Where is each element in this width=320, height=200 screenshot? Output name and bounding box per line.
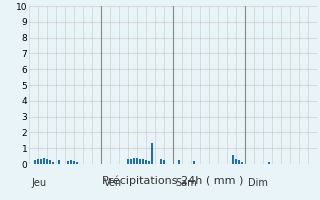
Bar	[141, 159, 144, 164]
Bar	[163, 160, 165, 164]
Bar	[241, 162, 243, 164]
Bar	[43, 158, 45, 164]
Bar	[145, 160, 147, 164]
Bar	[49, 160, 51, 164]
Bar	[136, 158, 138, 164]
Bar	[69, 160, 72, 164]
Bar	[73, 161, 75, 164]
Bar	[67, 161, 69, 164]
Bar	[148, 161, 150, 164]
Bar	[58, 160, 60, 164]
Bar	[139, 159, 141, 164]
Text: Sam: Sam	[176, 178, 197, 188]
Bar	[52, 162, 54, 164]
Bar	[178, 160, 180, 164]
Bar	[40, 159, 42, 164]
Bar	[34, 160, 36, 164]
Bar	[235, 159, 237, 164]
Bar	[132, 158, 135, 164]
Text: Dim: Dim	[248, 178, 268, 188]
Bar	[76, 162, 78, 164]
Bar	[126, 159, 129, 164]
Bar	[232, 155, 234, 164]
Text: Jeu: Jeu	[32, 178, 47, 188]
Bar	[36, 159, 39, 164]
Bar	[130, 159, 132, 164]
Bar	[193, 161, 195, 164]
Text: Ven: Ven	[104, 178, 122, 188]
Bar	[268, 162, 270, 164]
Bar	[160, 159, 162, 164]
Bar	[237, 160, 240, 164]
X-axis label: Précipitations 24h ( mm ): Précipitations 24h ( mm )	[102, 175, 244, 186]
Bar	[150, 143, 153, 164]
Bar	[45, 159, 48, 164]
